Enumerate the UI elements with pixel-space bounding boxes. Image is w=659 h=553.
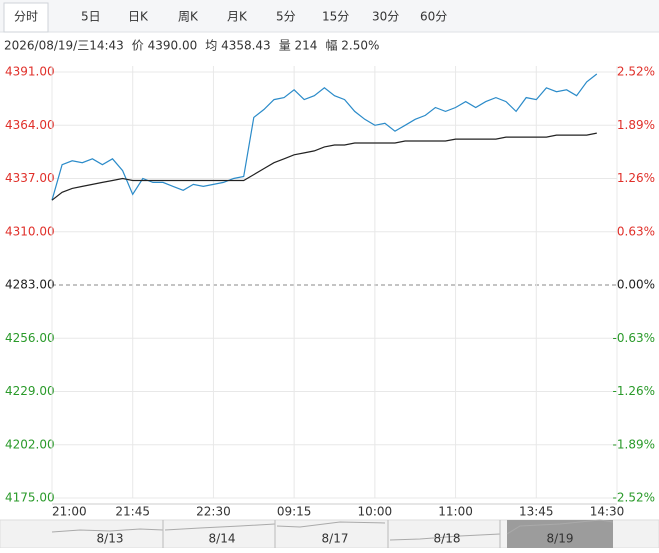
- y-tick-label: 4310.00: [5, 224, 55, 238]
- info-text: 2026/08/19/三14:43: [4, 39, 124, 53]
- tab[interactable]: 5日: [81, 10, 101, 24]
- x-tick-label: 21:00: [52, 505, 87, 519]
- y2-tick-label: -1.26%: [613, 384, 655, 398]
- navigator-date: 8/19: [547, 532, 574, 546]
- x-tick-label: 14:30: [590, 505, 625, 519]
- navigator-date: 8/18: [434, 532, 461, 546]
- y2-tick-label: -1.89%: [613, 437, 655, 451]
- price-line: [51, 73, 598, 201]
- tab[interactable]: 5分: [276, 10, 296, 24]
- tab[interactable]: 月K: [227, 10, 248, 24]
- navigator-date: 8/17: [322, 532, 349, 546]
- y-tick-label: 4364.00: [5, 118, 55, 132]
- y-tick-label: 4283.00: [5, 278, 55, 292]
- average-line: [51, 132, 597, 201]
- navigator-date: 8/13: [97, 532, 124, 546]
- info-text: 量 214: [279, 39, 318, 53]
- tab[interactable]: 日K: [128, 10, 149, 24]
- info-text: 价 4390.00: [132, 39, 197, 53]
- y2-tick-label: 1.89%: [617, 118, 655, 132]
- y-tick-label: 4256.00: [5, 331, 55, 345]
- tab[interactable]: 60分: [420, 10, 447, 24]
- tab-selected: [3, 2, 49, 33]
- y-tick-label: 4175.00: [5, 491, 55, 505]
- y-tick-label: 4202.00: [5, 437, 55, 451]
- x-tick-label: 13:45: [519, 505, 554, 519]
- tab[interactable]: 分时: [14, 10, 38, 24]
- x-tick-label: 11:00: [438, 505, 473, 519]
- navigator-window[interactable]: [507, 520, 613, 548]
- y2-tick-label: 2.52%: [617, 65, 655, 79]
- x-tick-label: 21:45: [115, 505, 150, 519]
- navigator-dividers: [162, 520, 501, 548]
- y2-tick-label: 0.00%: [617, 278, 655, 292]
- x-tick-label: 09:15: [277, 505, 312, 519]
- y-tick-label: 4337.00: [5, 171, 55, 185]
- y-tick-label: 4391.00: [5, 65, 55, 79]
- y2-tick-label: 0.63%: [617, 224, 655, 238]
- y2-tick-label: -2.52%: [613, 491, 655, 505]
- x-tick-label: 22:30: [196, 505, 231, 519]
- y-tick-label: 4229.00: [5, 384, 55, 398]
- tab[interactable]: 30分: [372, 10, 399, 24]
- navigator-date: 8/14: [209, 532, 236, 546]
- navigator-sparkline: [51, 519, 614, 541]
- y2-tick-label: -0.63%: [613, 331, 655, 345]
- tab[interactable]: 周K: [178, 10, 199, 24]
- tab[interactable]: 15分: [322, 10, 349, 24]
- tab-bar: [0, 0, 659, 32]
- info-text: 均 4358.43: [205, 39, 270, 53]
- info-text: 幅 2.50%: [325, 38, 379, 53]
- y2-tick-label: 1.26%: [617, 171, 655, 185]
- x-tick-label: 10:00: [358, 505, 393, 519]
